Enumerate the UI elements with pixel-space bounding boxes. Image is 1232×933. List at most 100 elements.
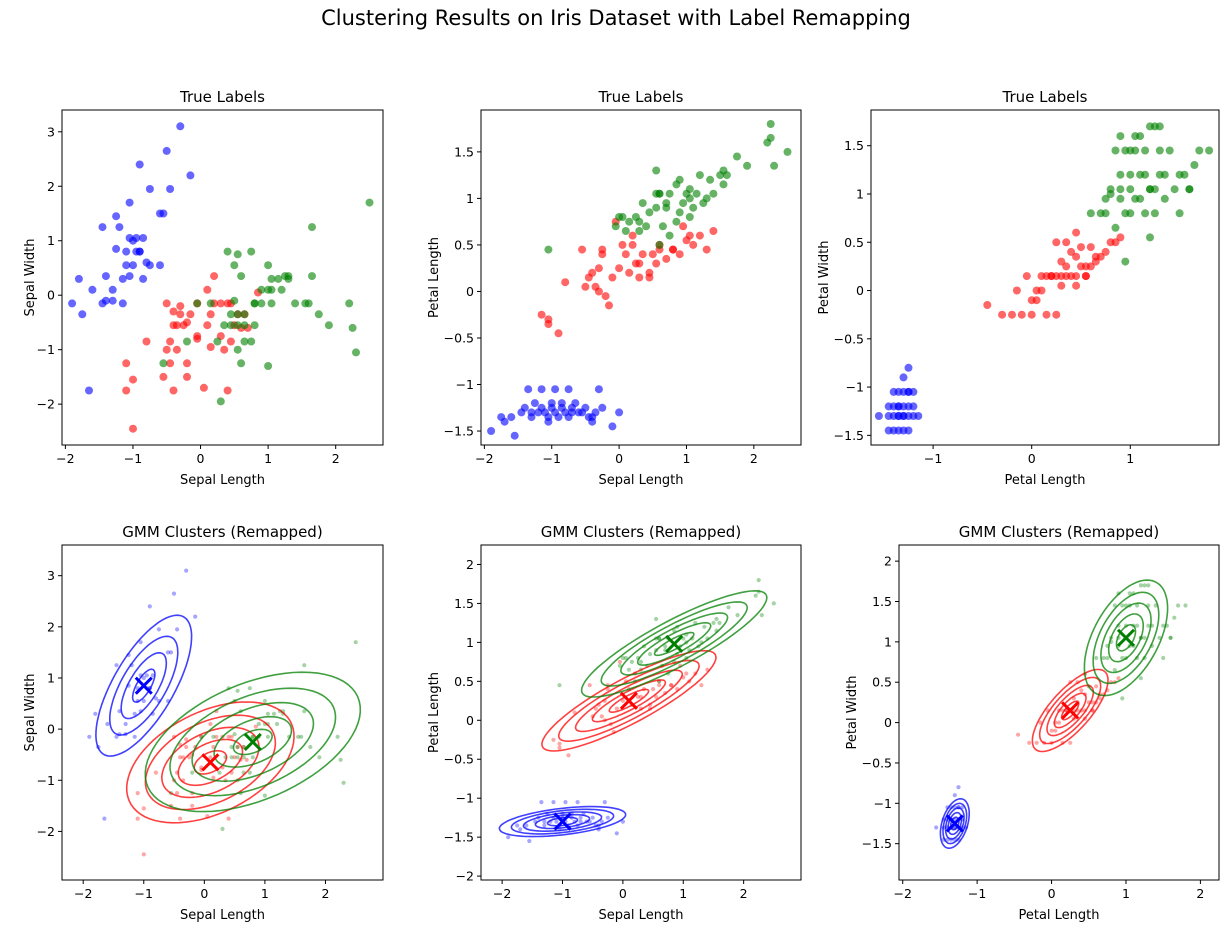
data-point [1022, 272, 1031, 281]
data-point [530, 399, 539, 408]
data-point [1091, 257, 1100, 266]
gmm-ellipse [620, 612, 729, 676]
data-point [567, 408, 576, 417]
y-tick-label: 0 [466, 284, 474, 299]
data-point [257, 285, 266, 294]
y-tick-label: −1 [37, 342, 55, 357]
gmm-ellipse [949, 816, 960, 831]
data-point [621, 227, 630, 235]
data-point [240, 321, 249, 330]
data-point [153, 770, 158, 775]
data-point [1127, 591, 1132, 596]
data-point [685, 231, 694, 240]
data-point [1146, 233, 1154, 242]
y-axis-label: Petal Length [427, 672, 442, 753]
y-tick-label: −1 [846, 380, 864, 395]
x-tick-label: −1 [924, 451, 942, 466]
plot-frame [61, 544, 384, 881]
gmm-ellipse [213, 715, 293, 768]
data-point [1086, 262, 1095, 271]
data-point [162, 146, 171, 155]
data-point [1116, 185, 1125, 194]
data-point [618, 240, 627, 249]
data-point [665, 231, 674, 240]
x-tick-label: 0 [619, 886, 627, 901]
data-point [561, 278, 570, 287]
data-point [662, 254, 671, 263]
data-point [244, 757, 249, 762]
data-point [206, 310, 215, 319]
data-point [510, 431, 519, 440]
data-point [264, 362, 273, 370]
data-point [159, 359, 168, 368]
data-point [1017, 310, 1026, 319]
data-point [605, 815, 610, 820]
x-tick-label: −1 [553, 886, 571, 901]
data-point [1105, 655, 1110, 661]
data-point [68, 299, 77, 308]
data-point [257, 299, 266, 308]
cluster-center-marker [945, 814, 964, 833]
x-tick-label: 1 [1126, 451, 1134, 466]
data-point [1008, 310, 1016, 319]
data-point [1160, 194, 1169, 203]
plot-area [934, 579, 1188, 850]
data-point [206, 299, 215, 308]
data-point [598, 250, 607, 259]
data-point [233, 321, 242, 330]
data-point [256, 721, 261, 727]
data-point [1081, 272, 1090, 281]
data-point [169, 386, 178, 395]
data-point [934, 825, 939, 830]
data-point [956, 785, 961, 790]
data-point [1027, 310, 1036, 319]
data-point [726, 605, 731, 610]
y-axis-label: Petal Width [817, 241, 832, 315]
data-point [1047, 272, 1056, 281]
data-point [1136, 132, 1145, 141]
x-tick-label: −1 [124, 451, 142, 466]
data-point [1142, 583, 1147, 588]
data-point [914, 412, 923, 420]
data-point [172, 345, 181, 354]
data-point [171, 591, 177, 596]
x-tick-label: −2 [493, 886, 511, 901]
data-point [1094, 684, 1099, 689]
data-point [642, 222, 651, 231]
data-point [735, 613, 740, 618]
data-point [1101, 194, 1110, 203]
data-point [241, 755, 246, 760]
y-tick-label: 1 [47, 233, 55, 248]
x-tick-label: 1 [261, 886, 269, 901]
data-point [345, 299, 354, 308]
gmm-ellipse [942, 802, 968, 845]
gmm-ellipse [144, 671, 362, 813]
data-point [247, 337, 256, 346]
data-point [689, 203, 698, 212]
data-point [141, 675, 146, 681]
data-point [1049, 728, 1054, 733]
data-point [178, 755, 183, 760]
gmm-ellipse [939, 797, 971, 850]
y-tick-label: 2 [884, 554, 892, 569]
data-point [166, 337, 175, 346]
data-point [699, 683, 704, 688]
data-point [1116, 170, 1125, 179]
data-point [657, 683, 662, 688]
x-axis-label: Sepal Length [180, 908, 265, 923]
data-point [129, 261, 137, 270]
data-point [594, 385, 603, 394]
subplot-5: −2 −1 0 1 2 −2 −1.5 −1 −0.5 0 0.5 1 1.5 2 GMM Clusters… [427, 523, 802, 923]
data-point [654, 616, 659, 622]
gmm-ellipse [557, 659, 700, 743]
y-tick-label: 2 [47, 619, 55, 634]
data-point [93, 711, 98, 716]
subplot-title: GMM Clusters (Remapped) [541, 523, 741, 541]
data-point [599, 819, 604, 824]
data-point [184, 568, 189, 573]
y-axis-label: Sepal Width [23, 239, 38, 317]
data-point [563, 800, 568, 805]
x-tick-label: 0 [197, 451, 205, 466]
data-point [1176, 603, 1181, 608]
data-point [247, 247, 256, 256]
